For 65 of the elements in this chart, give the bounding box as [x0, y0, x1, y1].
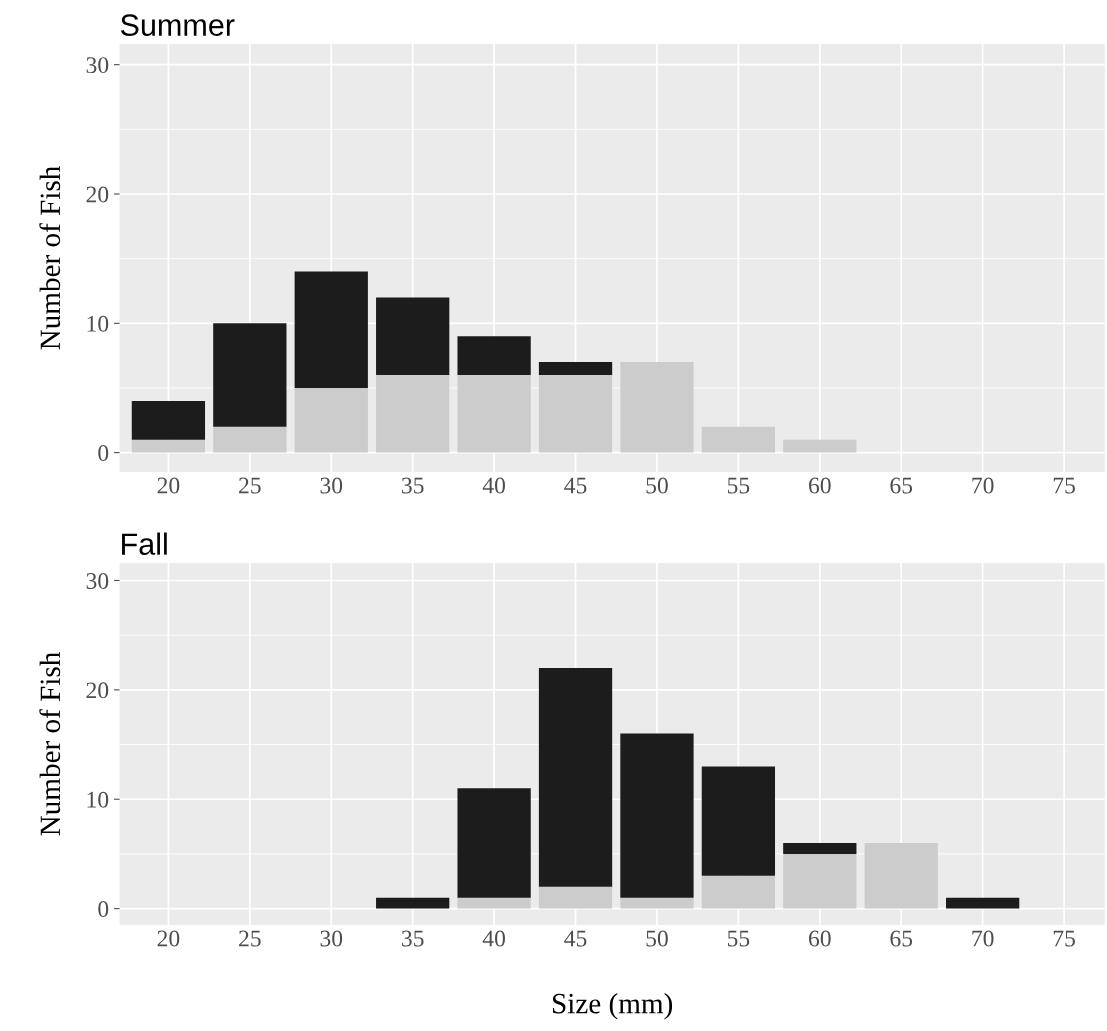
x-tick-label: 70 [972, 477, 994, 494]
y-axis-title: Number of Fish [39, 166, 61, 350]
bar [701, 875, 776, 909]
x-tick-label: 20 [157, 477, 180, 494]
y-tick-label: 30 [86, 57, 109, 74]
x-tick-label: 55 [727, 477, 750, 494]
y-tick-label: 20 [86, 682, 109, 699]
x-tick-label: 45 [564, 477, 587, 494]
x-tick-label: 65 [890, 930, 913, 947]
y-tick-label: 0 [98, 901, 109, 918]
bar [294, 271, 368, 388]
x-tick-label: 20 [157, 930, 180, 947]
x-tick-label: 70 [972, 930, 994, 947]
bar [131, 439, 206, 453]
bar [376, 897, 450, 909]
x-tick-label: 30 [320, 477, 343, 494]
bar [701, 426, 776, 453]
bar [538, 375, 613, 453]
bar [864, 842, 938, 909]
bar [376, 297, 450, 376]
bar [538, 667, 613, 887]
x-tick-label: 35 [402, 477, 424, 494]
bar [538, 886, 613, 909]
x-tick-label: 60 [809, 930, 831, 947]
x-tick-label: 75 [1053, 477, 1075, 494]
bar [457, 788, 531, 898]
bar [131, 400, 206, 440]
x-tick-label: 75 [1053, 930, 1075, 947]
bar [213, 426, 287, 453]
y-axis-title: Number of Fish [39, 652, 61, 836]
bar [457, 336, 531, 376]
x-axis-title: Size (mm) [552, 992, 673, 1020]
bar [701, 766, 776, 876]
x-tick-label: 50 [646, 477, 668, 494]
y-tick-label: 10 [87, 315, 109, 332]
x-tick-label: 25 [239, 477, 261, 494]
bar [783, 439, 857, 453]
y-tick-label: 10 [87, 791, 109, 808]
x-tick-label: 45 [564, 930, 587, 947]
bar [213, 323, 287, 427]
bar [376, 375, 450, 453]
bar [620, 897, 694, 909]
x-tick-label: 25 [239, 930, 261, 947]
x-tick-label: 50 [646, 930, 668, 947]
y-tick-label: 0 [98, 445, 109, 462]
bar [783, 842, 857, 854]
x-tick-label: 40 [482, 930, 506, 947]
x-tick-label: 35 [402, 930, 424, 947]
bar [294, 387, 368, 453]
chart-title: Summer [120, 14, 235, 36]
x-tick-label: 40 [482, 477, 506, 494]
bar [620, 733, 694, 898]
bar [538, 362, 613, 376]
bar [620, 362, 694, 453]
x-tick-label: 60 [809, 477, 831, 494]
x-tick-label: 55 [727, 930, 750, 947]
bar [783, 853, 857, 909]
chart-title: Fall [122, 532, 167, 555]
x-tick-label: 65 [890, 477, 913, 494]
bar [457, 897, 531, 909]
bar [946, 897, 1020, 909]
bar [457, 375, 531, 453]
x-tick-label: 30 [320, 930, 343, 947]
y-tick-label: 30 [86, 572, 109, 589]
y-tick-label: 20 [86, 186, 109, 203]
